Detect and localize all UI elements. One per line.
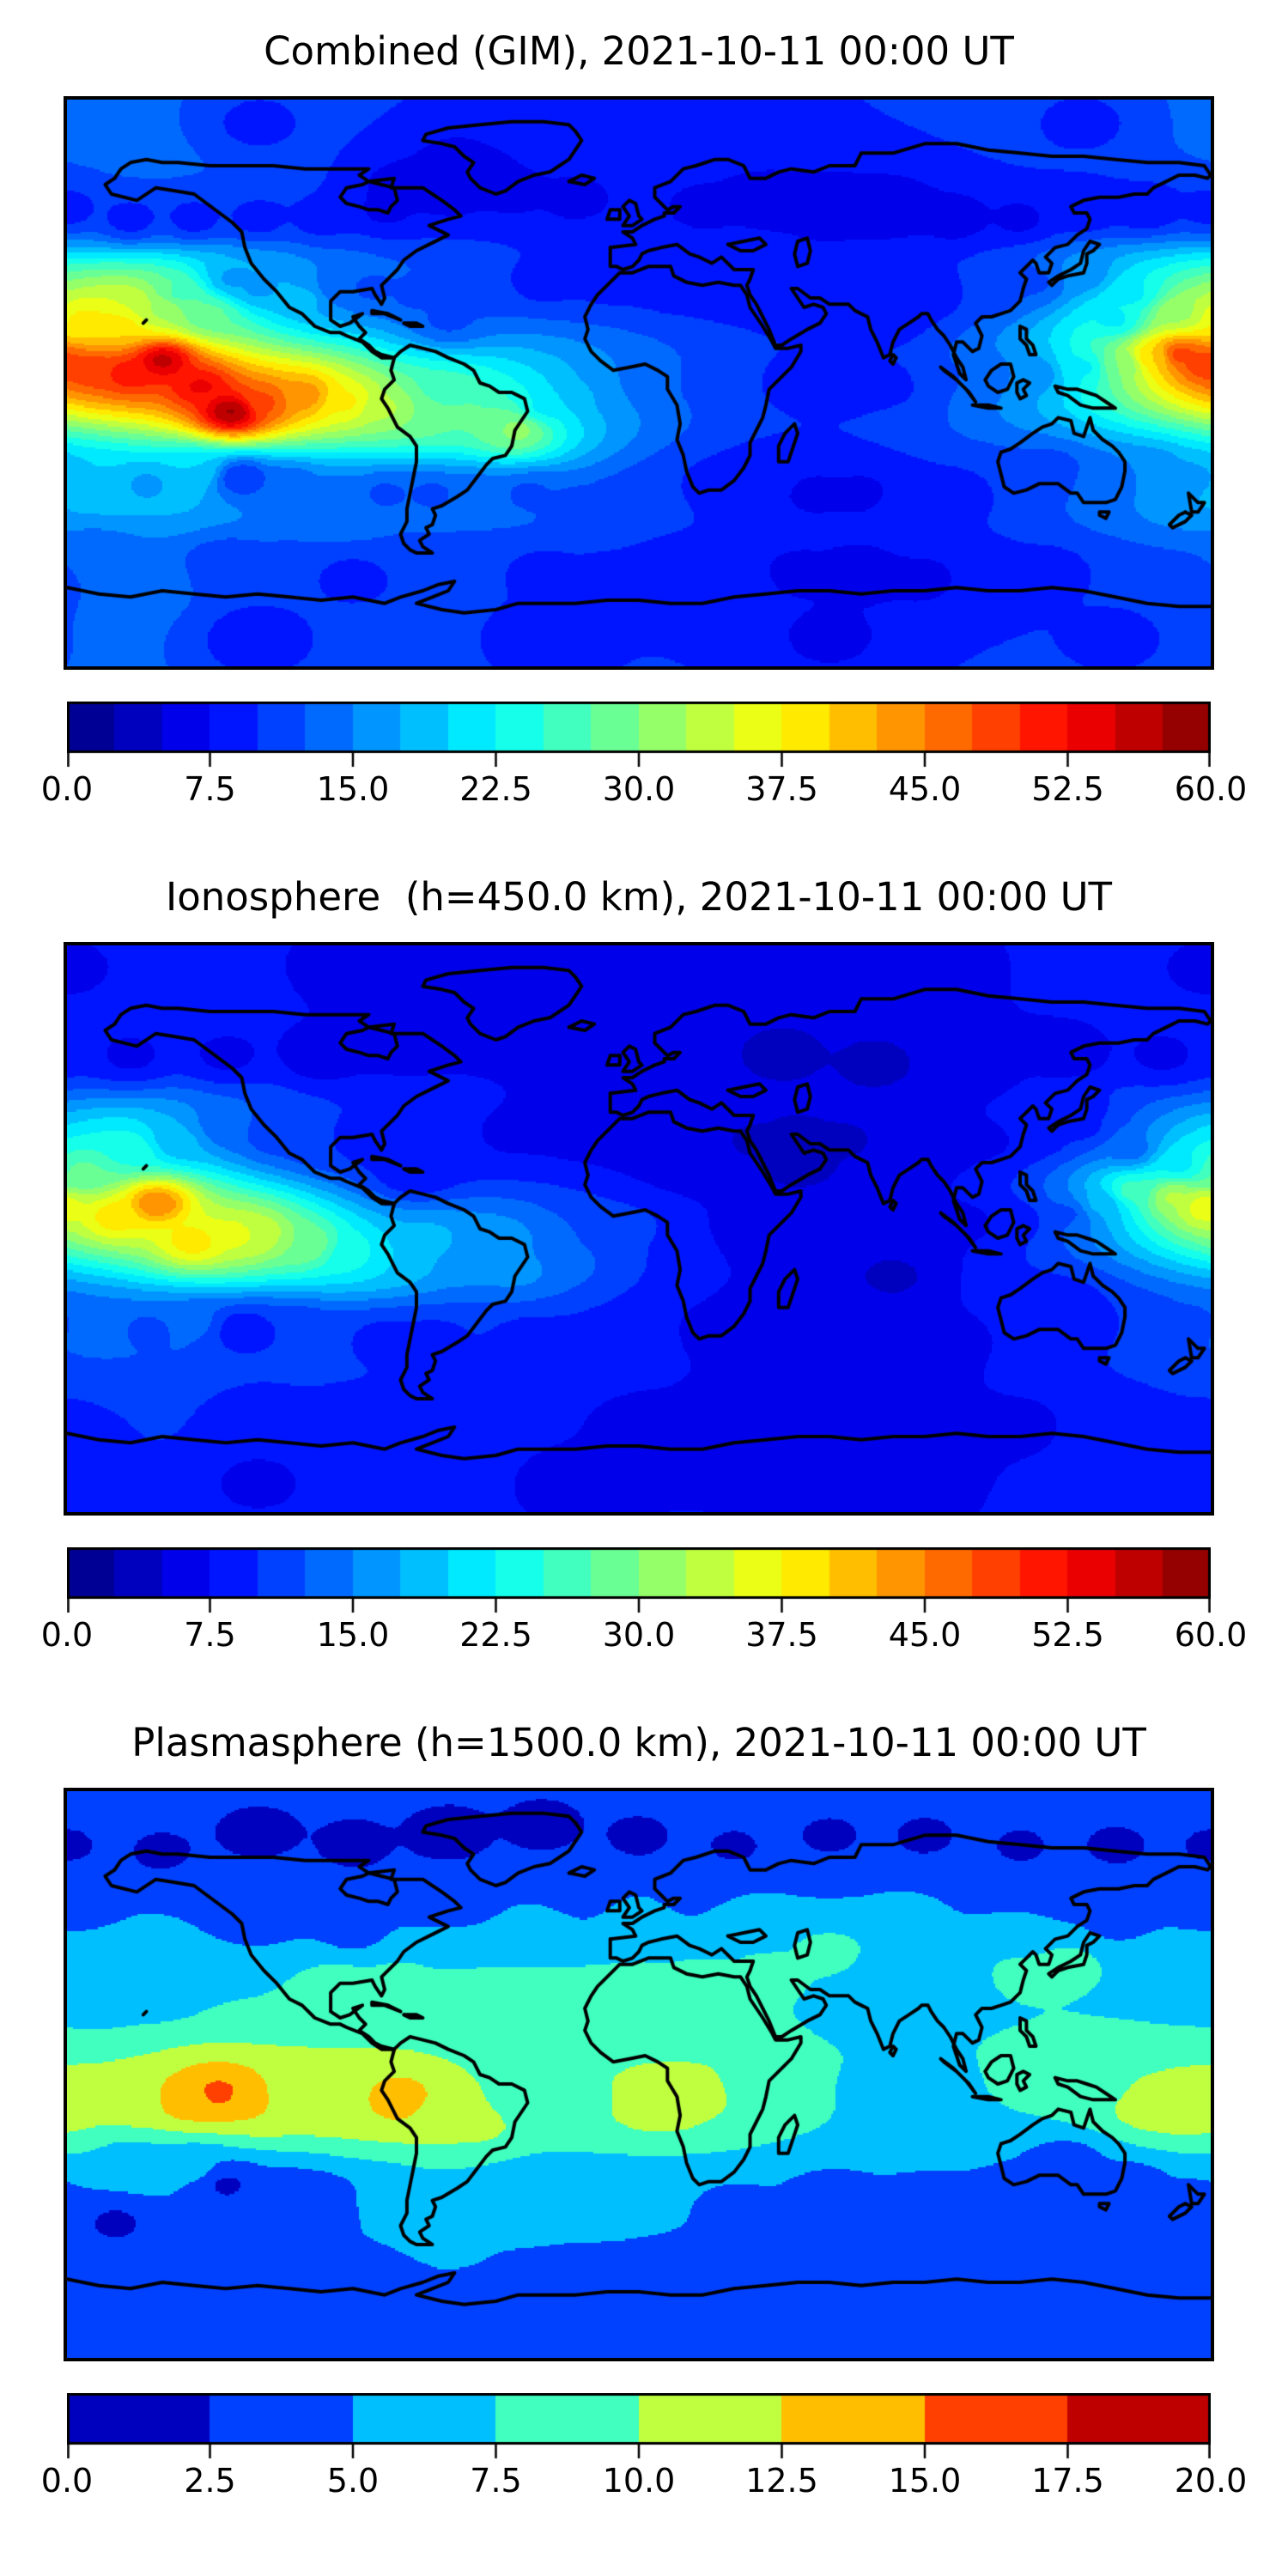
panel-title-plasmasphere: Plasmasphere (h=1500.0 km), 2021-10-11 0… bbox=[131, 1720, 1146, 1765]
colorbar-tick-label: 15.0 bbox=[316, 1616, 390, 1654]
colorbar-tick-label: 2.5 bbox=[184, 2462, 236, 2500]
colorbar-ionosphere bbox=[67, 1547, 1211, 1614]
colorbar-wrap-ionosphere: 0.0 7.5 15.0 22.5 30.0 37.5 45.0 52.5 60.0 bbox=[41, 1547, 1248, 1659]
colorbar-plasmasphere bbox=[67, 2393, 1211, 2460]
colorbar-tick-label: 37.5 bbox=[745, 770, 818, 808]
colorbar-tick-label: 22.5 bbox=[459, 770, 532, 808]
colorbar-tick-label: 22.5 bbox=[459, 1616, 532, 1654]
colorbar-tick-label: 7.5 bbox=[184, 770, 236, 808]
colorbar-tick-label: 52.5 bbox=[1031, 770, 1104, 808]
colorbar-tick-label: 0.0 bbox=[40, 770, 94, 808]
colorbar-tick-label: 0.0 bbox=[40, 1616, 94, 1654]
colorbar-tick-label: 37.5 bbox=[745, 1616, 818, 1654]
colorbar-tick-labels-combined: 0.0 7.5 15.0 22.5 30.0 37.5 45.0 52.5 60.0 bbox=[41, 770, 1248, 813]
panel-title-combined: Combined (GIM), 2021-10-11 00:00 UT bbox=[264, 28, 1014, 74]
colorbar-tick-label: 60.0 bbox=[1174, 770, 1248, 808]
colorbar-tick-label: 5.0 bbox=[326, 2462, 380, 2500]
colorbar-wrap-combined: 0.0 7.5 15.0 22.5 30.0 37.5 45.0 52.5 60.0 bbox=[41, 702, 1248, 813]
panel-title-ionosphere: Ionosphere (h=450.0 km), 2021-10-11 00:0… bbox=[165, 874, 1113, 920]
colorbar-tick-label: 20.0 bbox=[1174, 2462, 1248, 2500]
map-wrap-combined bbox=[64, 96, 1214, 670]
colorbar-tick-label: 12.5 bbox=[745, 2462, 818, 2500]
colorbar-tick-label: 45.0 bbox=[888, 770, 962, 808]
colorbar-tick-labels-ionosphere: 0.0 7.5 15.0 22.5 30.0 37.5 45.0 52.5 60.0 bbox=[41, 1616, 1248, 1659]
colorbar-tick-label: 30.0 bbox=[602, 1616, 676, 1654]
world-contour-map-plasmasphere bbox=[64, 1788, 1214, 2361]
panel-combined: Combined (GIM), 2021-10-11 00:00 UT 0.0 7… bbox=[0, 0, 1288, 846]
colorbar-tick-label: 60.0 bbox=[1174, 1616, 1248, 1654]
world-contour-map-ionosphere bbox=[64, 942, 1214, 1516]
colorbar-tick-label: 30.0 bbox=[602, 770, 676, 808]
colorbar-wrap-plasmasphere: 0.0 2.5 5.0 7.5 10.0 12.5 15.0 17.5 20.0 bbox=[41, 2393, 1248, 2505]
colorbar-tick-label: 52.5 bbox=[1031, 1616, 1104, 1654]
colorbar-tick-labels-plasmasphere: 0.0 2.5 5.0 7.5 10.0 12.5 15.0 17.5 20.0 bbox=[41, 2462, 1248, 2505]
colorbar-tick-label: 17.5 bbox=[1031, 2462, 1104, 2500]
colorbar-tick-label: 45.0 bbox=[888, 1616, 962, 1654]
colorbar-tick-label: 10.0 bbox=[602, 2462, 676, 2500]
world-contour-map-combined bbox=[64, 96, 1214, 670]
colorbar-tick-label: 0.0 bbox=[40, 2462, 94, 2500]
panel-ionosphere: Ionosphere (h=450.0 km), 2021-10-11 00:0… bbox=[0, 846, 1288, 1692]
colorbar-combined bbox=[67, 702, 1211, 769]
panel-plasmasphere: Plasmasphere (h=1500.0 km), 2021-10-11 0… bbox=[0, 1692, 1288, 2537]
map-wrap-ionosphere bbox=[64, 942, 1214, 1516]
colorbar-tick-label: 15.0 bbox=[316, 770, 390, 808]
map-wrap-plasmasphere bbox=[64, 1788, 1214, 2361]
colorbar-tick-label: 15.0 bbox=[888, 2462, 962, 2500]
colorbar-tick-label: 7.5 bbox=[184, 1616, 236, 1654]
colorbar-tick-label: 7.5 bbox=[470, 2462, 522, 2500]
